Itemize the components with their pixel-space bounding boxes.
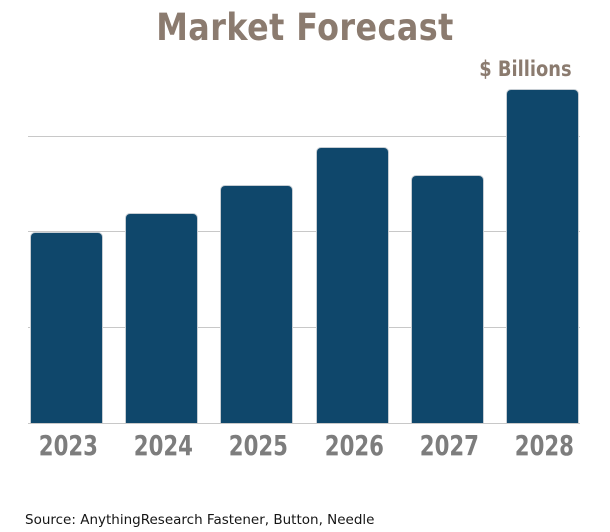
bar-2026 (315, 147, 389, 423)
bar-2025 (220, 185, 294, 423)
bar-2023 (30, 232, 103, 423)
gridline (28, 231, 580, 232)
source-line-1: Source: AnythingResearch Fastener, Butto… (25, 512, 375, 528)
x-label-2026: 2026 (324, 429, 384, 462)
x-label-2028: 2028 (514, 429, 574, 462)
x-label-2023: 2023 (38, 429, 98, 462)
bar-2024 (125, 213, 199, 423)
gridline (28, 136, 580, 137)
bars (28, 60, 580, 423)
plot-area (28, 60, 580, 424)
chart-title: Market Forecast (0, 5, 610, 50)
x-label-2027: 2027 (419, 429, 479, 462)
bar-2028 (505, 89, 579, 423)
chart-title-text: Market Forecast (156, 6, 454, 49)
x-label-2025: 2025 (229, 429, 289, 462)
unit-label-text: $ Billions (479, 57, 572, 81)
x-label-2024: 2024 (133, 429, 194, 462)
unit-label: $ Billions (463, 57, 572, 81)
bar-2027 (410, 175, 484, 423)
gridline (28, 327, 580, 328)
x-axis-labels: 2023 2024 2025 2026 2027 2028 (28, 429, 580, 462)
source-note: Source: AnythingResearch Fastener, Butto… (0, 475, 375, 532)
